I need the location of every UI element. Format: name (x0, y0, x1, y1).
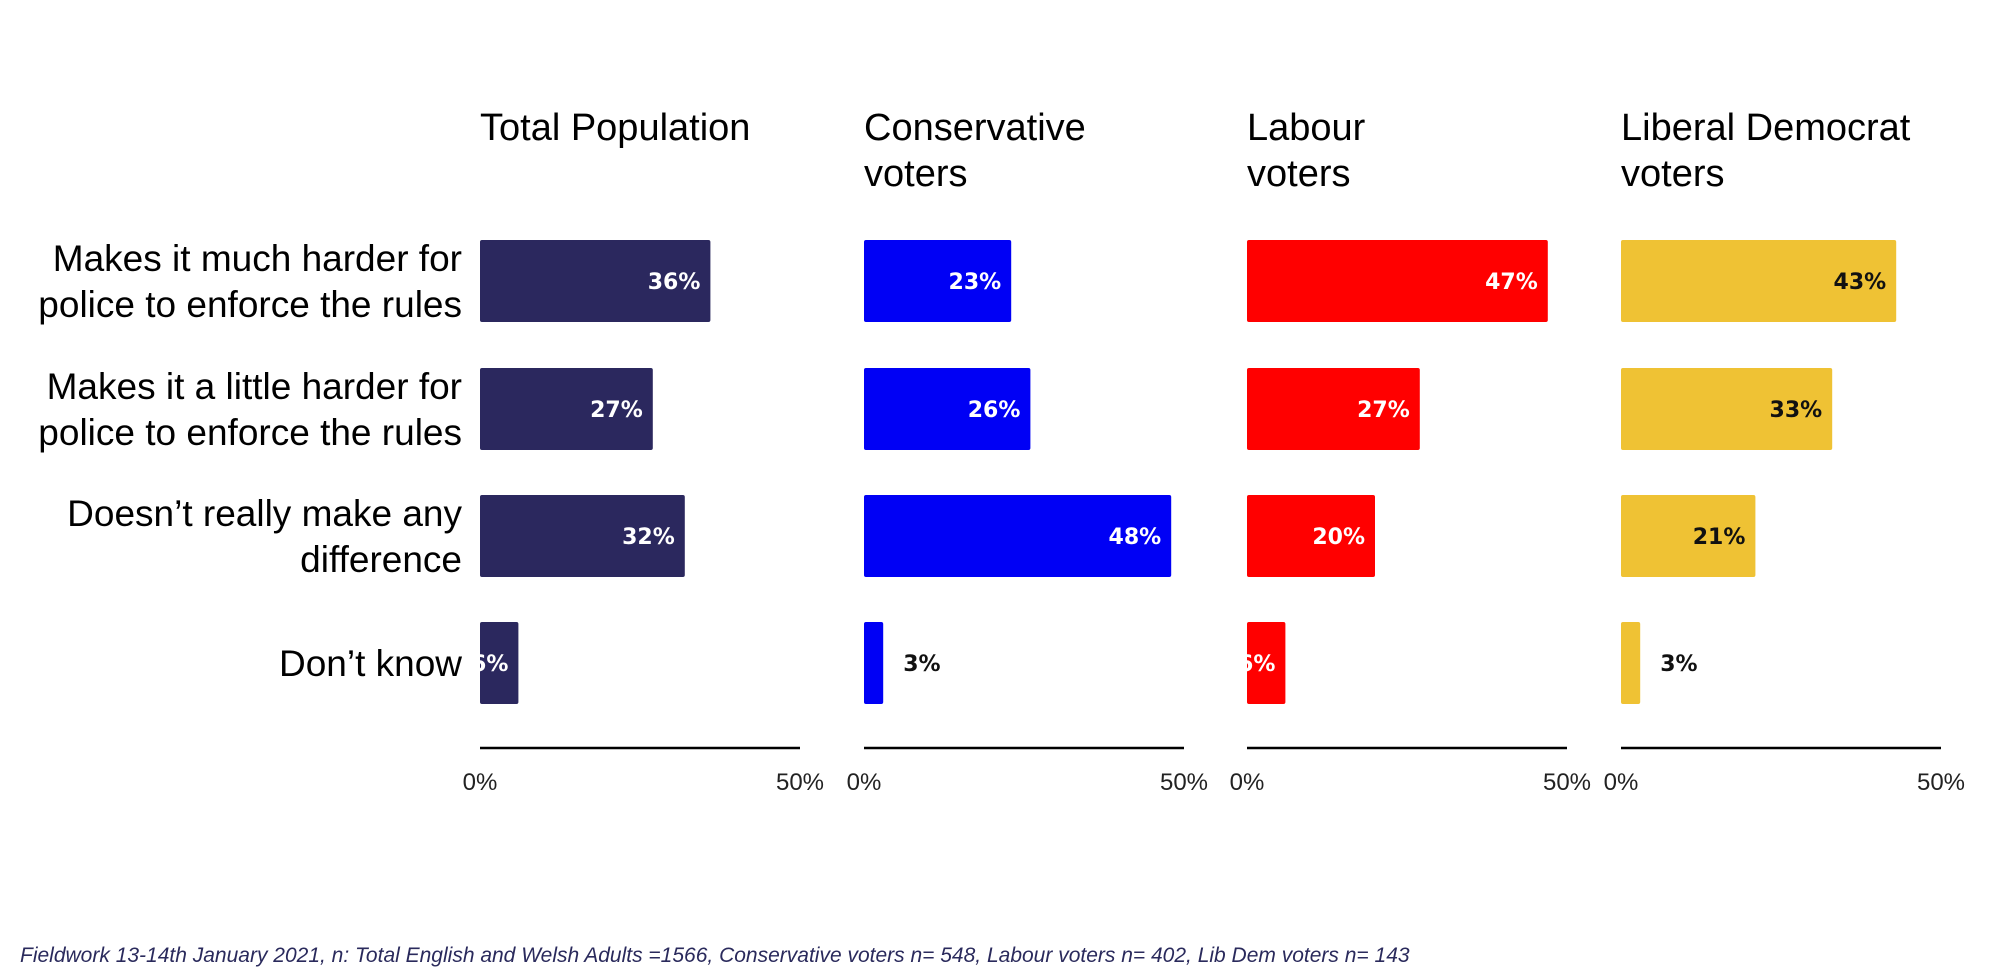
bar (1621, 368, 1833, 450)
category-label: Makes it a little harder for (47, 366, 462, 407)
tick-label: 50% (1160, 769, 1208, 796)
tick-label: 50% (1543, 769, 1591, 796)
bar (480, 495, 685, 577)
bar (480, 622, 519, 704)
data-label: 21% (1693, 525, 1746, 550)
bar (1621, 622, 1641, 704)
tick-label: 0% (1604, 769, 1639, 796)
data-label: 6% (471, 652, 508, 677)
data-label: 43% (1834, 270, 1887, 295)
category-label: Makes it much harder for (53, 238, 462, 279)
panel-title: voters (1621, 153, 1724, 195)
bar (864, 495, 1172, 577)
data-label: 48% (1109, 525, 1162, 550)
panel-title: voters (1247, 153, 1350, 195)
panel-title: Conservative (864, 107, 1086, 149)
data-label: 27% (1357, 398, 1410, 423)
footnote: Fieldwork 13-14th January 2021, n: Total… (20, 944, 1410, 967)
category-label: Don’t know (279, 643, 462, 684)
bar (864, 368, 1031, 450)
data-label: 6% (1238, 652, 1275, 677)
data-label: 20% (1312, 525, 1365, 550)
bar (864, 622, 884, 704)
category-label: difference (300, 539, 462, 580)
data-label: 26% (968, 398, 1021, 423)
bar (1247, 622, 1286, 704)
bar (1247, 495, 1375, 577)
panel-title: voters (864, 153, 967, 195)
tick-label: 0% (463, 769, 498, 796)
bar (480, 368, 653, 450)
tick-label: 0% (1230, 769, 1265, 796)
category-label: Doesn’t really make any (67, 493, 462, 534)
bar (1621, 240, 1897, 322)
panel-title: Liberal Democrat (1621, 107, 1911, 149)
data-label: 47% (1485, 270, 1538, 295)
data-label: 32% (622, 525, 675, 550)
panel-title: Labour (1247, 107, 1366, 149)
data-label: 33% (1770, 398, 1823, 423)
category-label: police to enforce the rules (38, 284, 462, 325)
data-label: 3% (1660, 652, 1697, 677)
data-label: 3% (903, 652, 940, 677)
bar (480, 240, 711, 322)
tick-label: 50% (1917, 769, 1965, 796)
data-label: 36% (648, 270, 701, 295)
bar (864, 240, 1012, 322)
tick-label: 0% (847, 769, 882, 796)
category-label: police to enforce the rules (38, 412, 462, 453)
panel-title: Total Population (480, 107, 750, 149)
bar (1247, 240, 1548, 322)
tick-label: 50% (776, 769, 824, 796)
data-label: 23% (949, 270, 1002, 295)
bar (1247, 368, 1420, 450)
data-label: 27% (590, 398, 643, 423)
bar (1621, 495, 1756, 577)
